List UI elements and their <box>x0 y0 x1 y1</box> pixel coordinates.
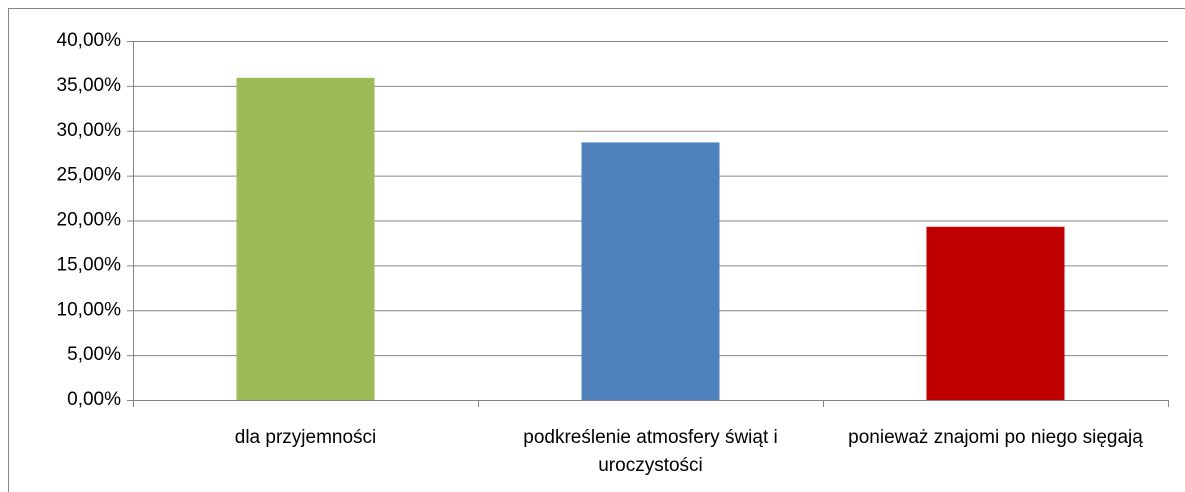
bar <box>926 226 1065 400</box>
y-tick-label: 25,00% <box>57 165 122 186</box>
chart-frame <box>8 8 1185 492</box>
bar <box>581 142 720 401</box>
y-tick-label: 30,00% <box>57 120 122 141</box>
x-tick-label: podkreślenie atmosfery świąt i uroczysto… <box>523 427 778 476</box>
y-tick-label: 40,00% <box>57 30 122 51</box>
y-tick-label: 0,00% <box>67 389 121 410</box>
y-tick-label: 35,00% <box>57 75 122 96</box>
x-tick-label: ponieważ znajomi po niego sięgają <box>848 427 1143 448</box>
y-tick-label: 15,00% <box>57 254 122 275</box>
x-tick-label: dla przyjemności <box>234 427 377 448</box>
y-tick-label: 10,00% <box>57 299 122 320</box>
y-tick-label: 20,00% <box>57 210 122 231</box>
y-tick-label: 5,00% <box>67 344 121 365</box>
bar <box>236 77 375 401</box>
